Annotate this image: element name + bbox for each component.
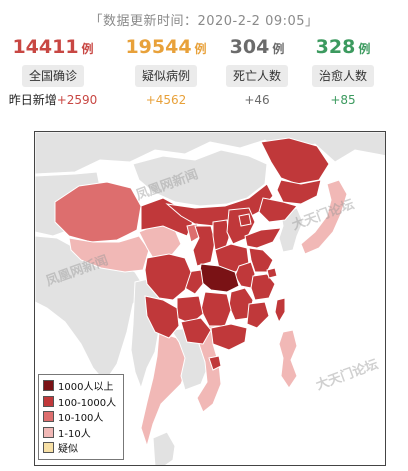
yunnan-region [144, 295, 180, 339]
suspected-delta: +4562 [145, 93, 187, 107]
zhejiang-region [250, 273, 276, 301]
stat-delta: +85 [293, 93, 393, 107]
legend-swatch [43, 380, 54, 392]
philippines-region [278, 329, 298, 389]
stat-confirmed: 14411 例 全国确诊 昨日新增+2590 [3, 36, 103, 107]
stat-number: 304 例 [207, 36, 307, 60]
tibet-region [68, 235, 150, 273]
cured-label: 治愈人数 [311, 65, 374, 87]
malaysia-region [152, 431, 176, 465]
taiwan-region [274, 297, 286, 324]
map-svg [35, 132, 385, 465]
suspected-count: 19544 [125, 36, 192, 58]
stats-bar: 14411 例 全国确诊 昨日新增+2590 19544 例 疑似病例 +4562 … [0, 36, 408, 112]
update-time: 「数据更新时间：2020-2-2 09:05」 [89, 14, 319, 29]
stat-delta: +4562 [116, 93, 216, 107]
confirmed-delta: +2590 [56, 93, 98, 107]
confirmed-label: 全国确诊 [21, 65, 84, 87]
shanghai-region [266, 267, 278, 279]
stat-delta: +46 [207, 93, 307, 107]
legend-item: 1-10人 [43, 425, 119, 441]
deaths-count: 304 [229, 36, 270, 58]
legend-item: 1000人以上 [43, 378, 119, 394]
stat-delta: 昨日新增+2590 [3, 93, 103, 107]
legend-label: 1-10人 [58, 428, 91, 440]
stat-suspected: 19544 例 疑似病例 +4562 [116, 36, 216, 107]
suspected-label: 疑似病例 [134, 65, 197, 87]
stat-deaths: 304 例 死亡人数 +46 [207, 36, 307, 107]
guangxi-region [180, 317, 212, 345]
legend-swatch [43, 411, 54, 423]
legend-label: 疑似 [58, 444, 78, 456]
legend-item: 10-100人 [43, 409, 119, 425]
legend-swatch [43, 442, 54, 454]
stat-cured: 328 例 治愈人数 +85 [293, 36, 393, 107]
fujian-region [246, 301, 270, 329]
xinjiang-region [54, 181, 142, 243]
legend-item: 疑似 [43, 440, 119, 456]
deaths-label: 死亡人数 [225, 65, 288, 87]
hainan-region [208, 355, 222, 371]
shandong-region [244, 227, 282, 249]
stat-number: 19544 例 [116, 36, 216, 60]
count-unit: 例 [358, 42, 371, 56]
delta-label: 昨日新增 [8, 93, 57, 107]
liaoning-region [258, 197, 298, 223]
legend-label: 1000人以上 [58, 382, 114, 394]
legend-item: 100-1000人 [43, 394, 119, 410]
beijing-tianjin-region [238, 213, 252, 227]
deaths-delta: +46 [244, 93, 270, 107]
mongolia-region [132, 149, 268, 207]
legend-swatch [43, 395, 54, 407]
map-legend: 1000人以上 100-1000人 10-100人 1-10人 疑似 [38, 374, 124, 460]
count-unit: 例 [272, 42, 285, 56]
japan-region [300, 179, 348, 255]
confirmed-count: 14411 [12, 36, 79, 58]
jilin-region [276, 179, 322, 205]
legend-label: 10-100人 [58, 413, 104, 425]
stat-number: 14411 例 [3, 36, 103, 60]
hunan-region [200, 291, 232, 327]
cured-count: 328 [315, 36, 356, 58]
guangdong-region [210, 323, 248, 351]
legend-swatch [43, 426, 54, 438]
stat-number: 328 例 [293, 36, 393, 60]
cured-delta: +85 [330, 93, 356, 107]
count-unit: 例 [81, 42, 94, 56]
count-unit: 例 [194, 42, 207, 56]
legend-label: 100-1000人 [58, 397, 117, 409]
sichuan-region [144, 253, 192, 301]
